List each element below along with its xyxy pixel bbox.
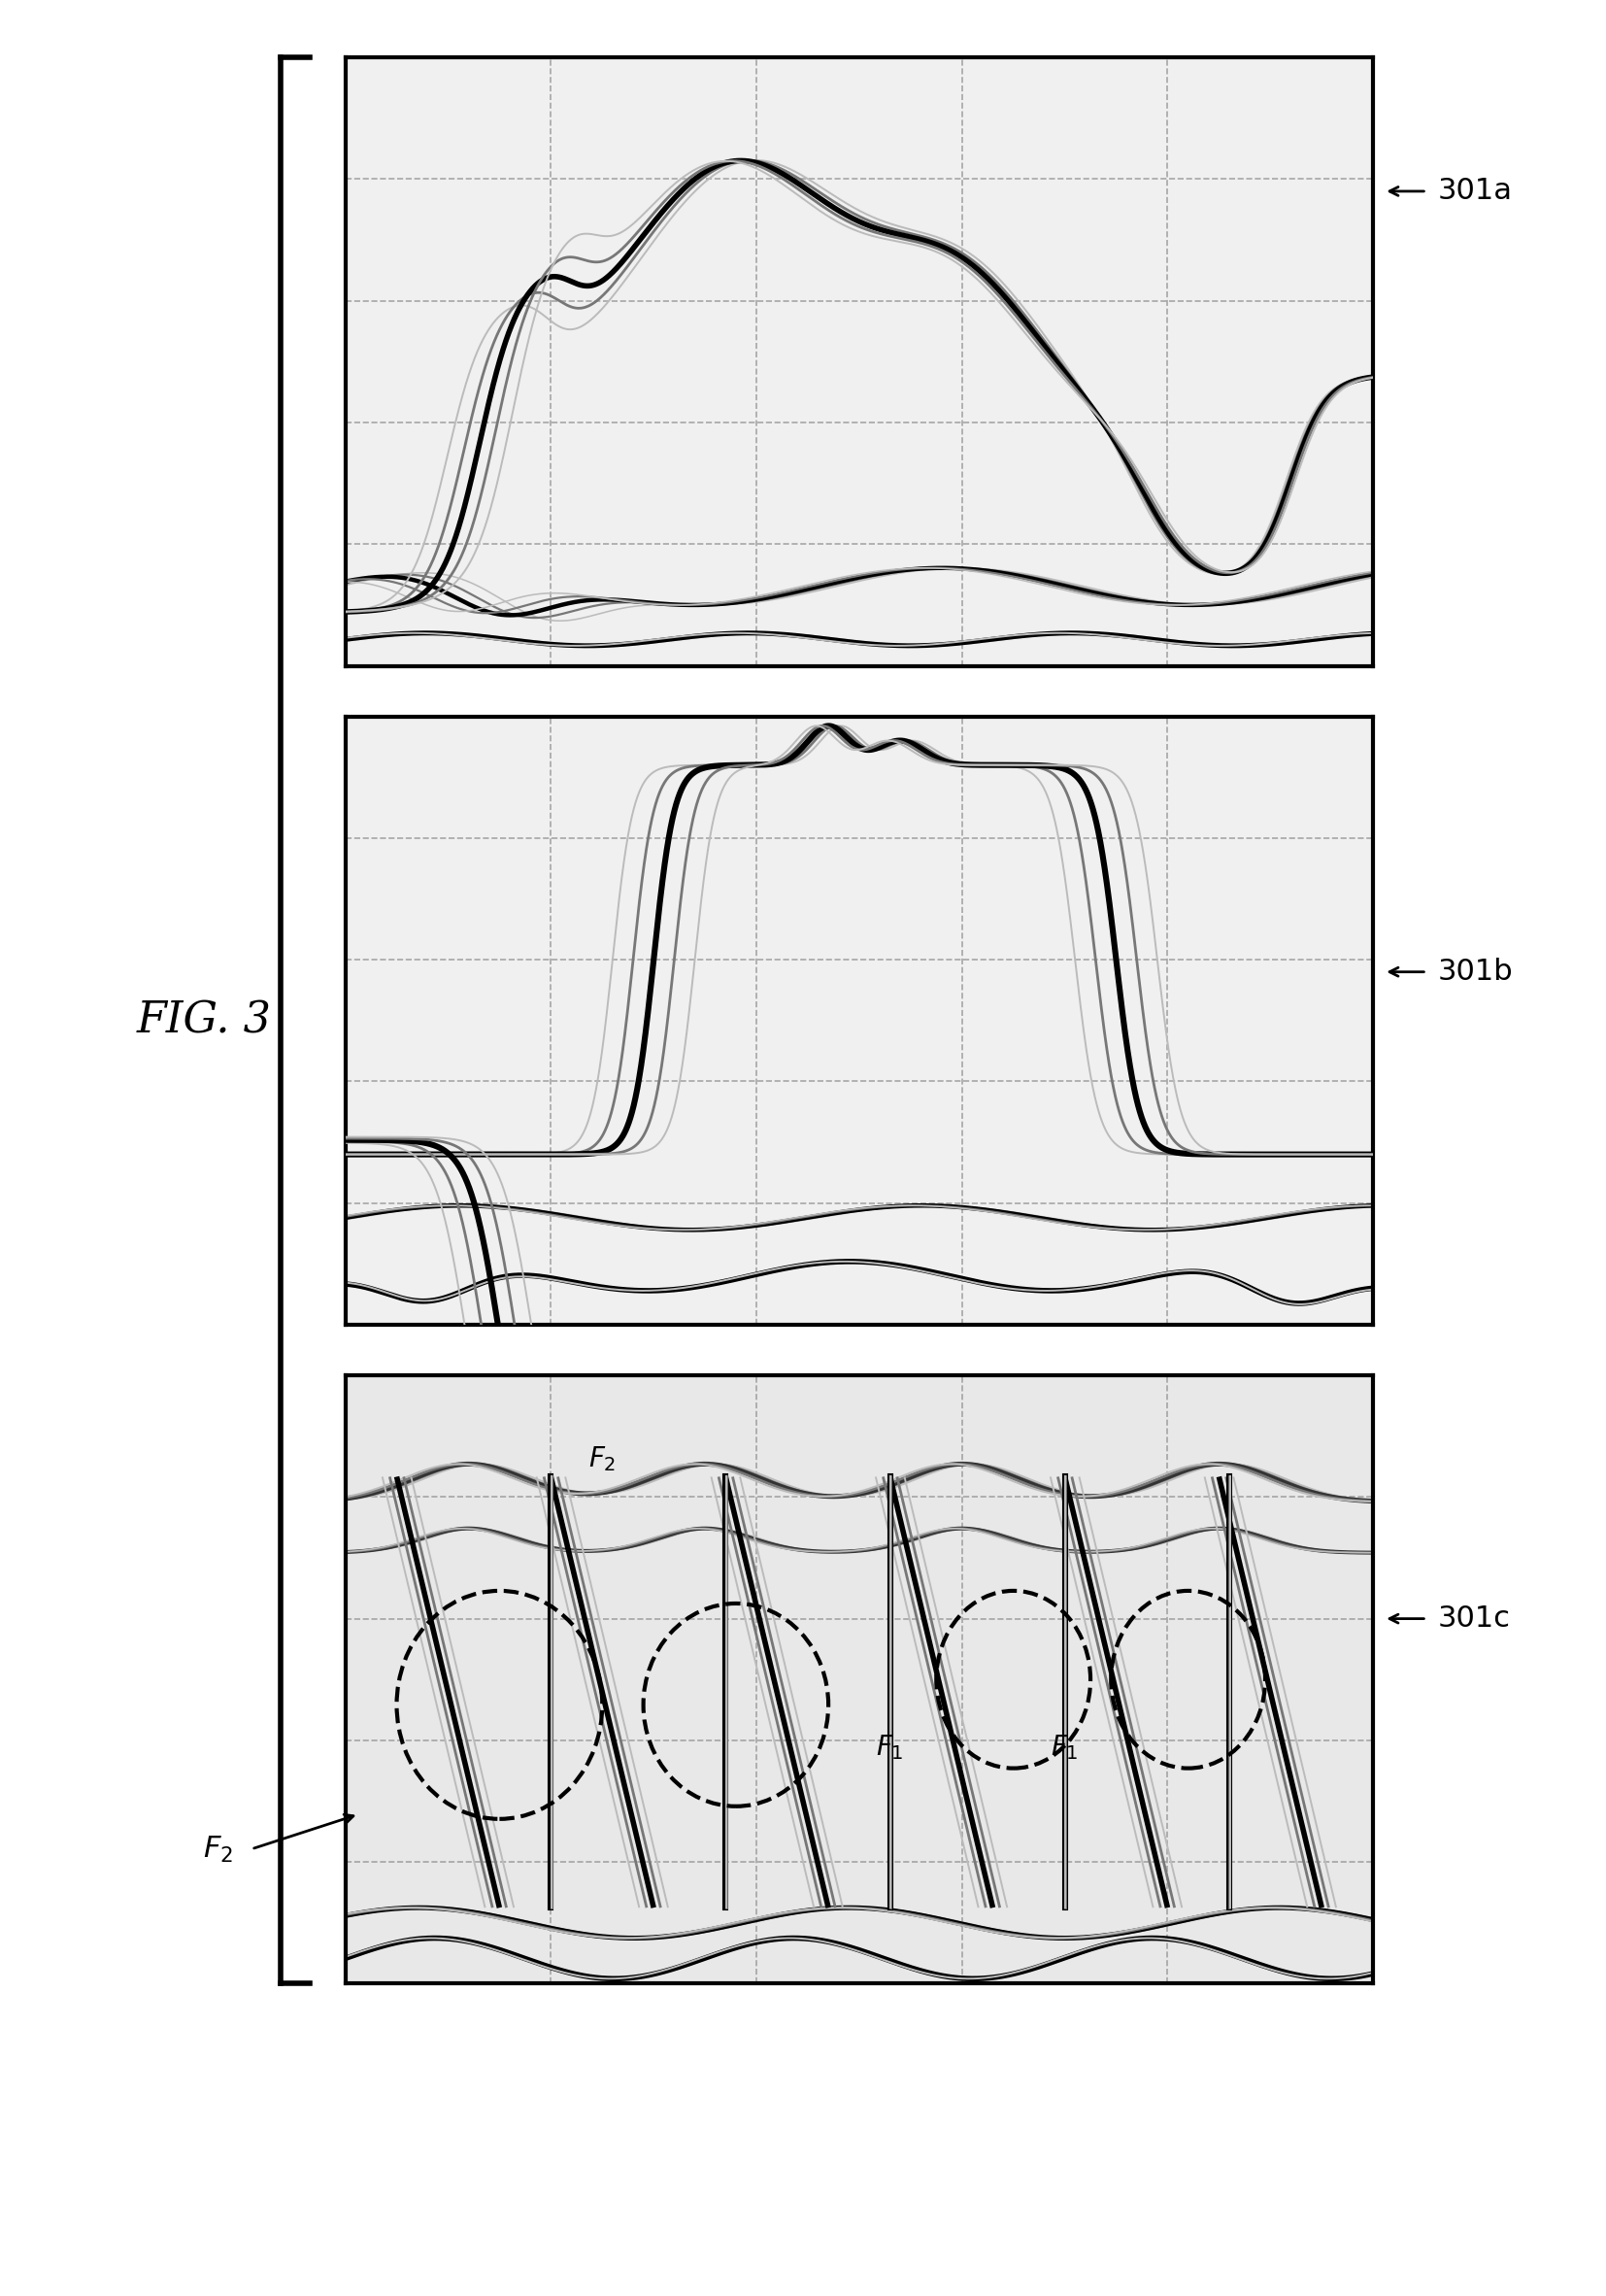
Text: 301a: 301a [1437,177,1513,204]
Text: 301b: 301b [1437,957,1513,985]
Text: $F_1$: $F_1$ [1050,1733,1079,1763]
Text: $F_2$: $F_2$ [202,1835,233,1864]
Text: 301c: 301c [1437,1605,1510,1632]
Text: $F_2$: $F_2$ [588,1444,617,1474]
Text: FIG. 3: FIG. 3 [137,999,271,1042]
Text: $F_1$: $F_1$ [877,1733,904,1763]
